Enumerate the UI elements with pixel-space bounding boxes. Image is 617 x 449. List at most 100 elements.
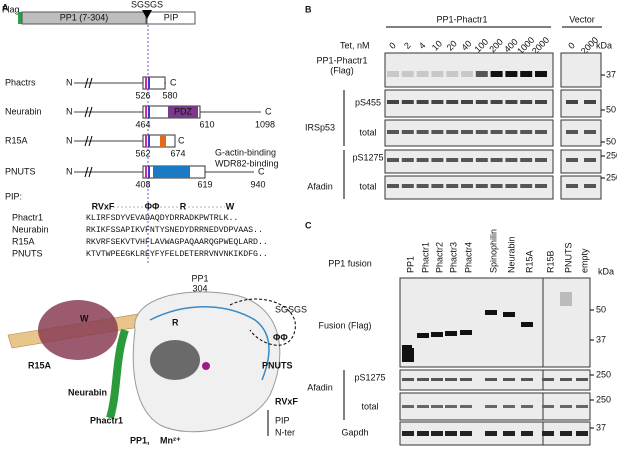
label: Afadin bbox=[307, 382, 333, 392]
lane-label: R15A bbox=[524, 250, 534, 273]
shape bbox=[387, 71, 399, 77]
shape bbox=[446, 158, 459, 162]
shape bbox=[505, 100, 518, 104]
structure-art bbox=[7, 291, 296, 436]
shape bbox=[445, 378, 457, 381]
shape bbox=[416, 184, 429, 188]
shape bbox=[153, 166, 190, 178]
shape bbox=[576, 431, 588, 436]
construct-name: Neurabin bbox=[5, 106, 42, 116]
shape bbox=[542, 405, 554, 408]
n-term: N bbox=[66, 135, 73, 145]
structure-label: Mn²⁺ bbox=[160, 435, 181, 445]
shape bbox=[399, 277, 544, 368]
shape bbox=[387, 158, 399, 162]
shape bbox=[446, 71, 459, 77]
shape bbox=[475, 130, 488, 134]
label: PP1-Phactr1 bbox=[436, 14, 487, 24]
structure-label: R15A bbox=[28, 360, 52, 370]
shape bbox=[485, 405, 497, 408]
shape bbox=[475, 71, 488, 77]
label: WDR82-binding bbox=[215, 158, 279, 168]
lane-label: 0 bbox=[387, 40, 398, 51]
construct-name: R15A bbox=[5, 135, 28, 145]
shape bbox=[401, 130, 414, 134]
shape bbox=[535, 71, 547, 77]
lane-label: Neurabin bbox=[506, 236, 516, 273]
shape bbox=[505, 130, 518, 134]
shape bbox=[148, 135, 150, 147]
shape bbox=[431, 378, 443, 381]
shape bbox=[503, 378, 515, 381]
shape bbox=[145, 77, 147, 89]
shape bbox=[417, 431, 429, 436]
break bbox=[84, 106, 93, 118]
shape bbox=[521, 431, 533, 436]
linker-loop bbox=[229, 298, 296, 346]
construct-name: PNUTS bbox=[5, 166, 36, 176]
shape bbox=[401, 71, 414, 77]
shape bbox=[461, 130, 473, 134]
lane-label: 0 bbox=[566, 40, 577, 51]
lane-label: Spinophilin bbox=[488, 229, 498, 273]
shape bbox=[446, 100, 459, 104]
shape bbox=[21, 11, 147, 25]
shape bbox=[148, 77, 150, 89]
sequence: RKIKFSSAPIKVFNTYSNEDYDRRNEDVDPVAAS.. bbox=[86, 226, 263, 235]
shape bbox=[431, 130, 444, 134]
shape bbox=[505, 158, 518, 162]
shape bbox=[490, 71, 503, 77]
shape bbox=[416, 71, 429, 77]
shape bbox=[576, 405, 588, 408]
lane-label: 4 bbox=[417, 40, 428, 51]
shape bbox=[460, 330, 472, 335]
label: 580 bbox=[162, 90, 177, 100]
shape bbox=[475, 158, 488, 162]
structure-label: Phactr1 bbox=[90, 415, 123, 425]
lane-label: Phactr2 bbox=[434, 242, 444, 273]
motif: RVxF bbox=[92, 201, 115, 211]
shape bbox=[401, 100, 414, 104]
panel-label: C bbox=[305, 220, 312, 230]
panel-label: B bbox=[305, 4, 312, 14]
label: IRSp53 bbox=[305, 122, 335, 132]
lane-label: PP1 bbox=[405, 256, 415, 273]
structure-label: ΦΦ bbox=[273, 332, 288, 342]
shape bbox=[560, 378, 572, 381]
c-term: C bbox=[178, 135, 185, 145]
shape bbox=[520, 100, 533, 104]
shape bbox=[542, 431, 554, 436]
shape bbox=[416, 158, 429, 162]
shape bbox=[461, 184, 473, 188]
shape bbox=[460, 405, 472, 408]
shape bbox=[503, 431, 515, 436]
label: PIP bbox=[164, 12, 179, 22]
label: 1098 bbox=[255, 119, 275, 129]
shape bbox=[566, 130, 578, 134]
seq-name: Phactr1 bbox=[12, 212, 43, 222]
structure-label: W bbox=[80, 313, 89, 323]
construct-name: Phactrs bbox=[5, 77, 36, 87]
label: PP1 (7-304) bbox=[60, 12, 109, 22]
marker: 250 bbox=[606, 172, 617, 182]
metal bbox=[202, 362, 210, 370]
shape bbox=[431, 405, 443, 408]
shape bbox=[490, 130, 503, 134]
lane-label: 100 bbox=[473, 37, 491, 55]
shape bbox=[566, 184, 578, 188]
shape bbox=[416, 130, 429, 134]
label: Fusion (Flag) bbox=[318, 320, 371, 330]
n-term: N bbox=[66, 77, 73, 87]
marker: 250 bbox=[606, 150, 617, 160]
lane-label: 10 bbox=[430, 38, 444, 52]
pocket bbox=[150, 340, 200, 380]
label: Gapdh bbox=[341, 427, 368, 437]
shape bbox=[461, 71, 473, 77]
lane-label: 200 bbox=[487, 37, 505, 55]
label: total bbox=[359, 127, 376, 137]
shape bbox=[503, 312, 515, 317]
shape bbox=[445, 331, 457, 336]
shape bbox=[490, 184, 503, 188]
lane-label: 40 bbox=[459, 38, 473, 52]
